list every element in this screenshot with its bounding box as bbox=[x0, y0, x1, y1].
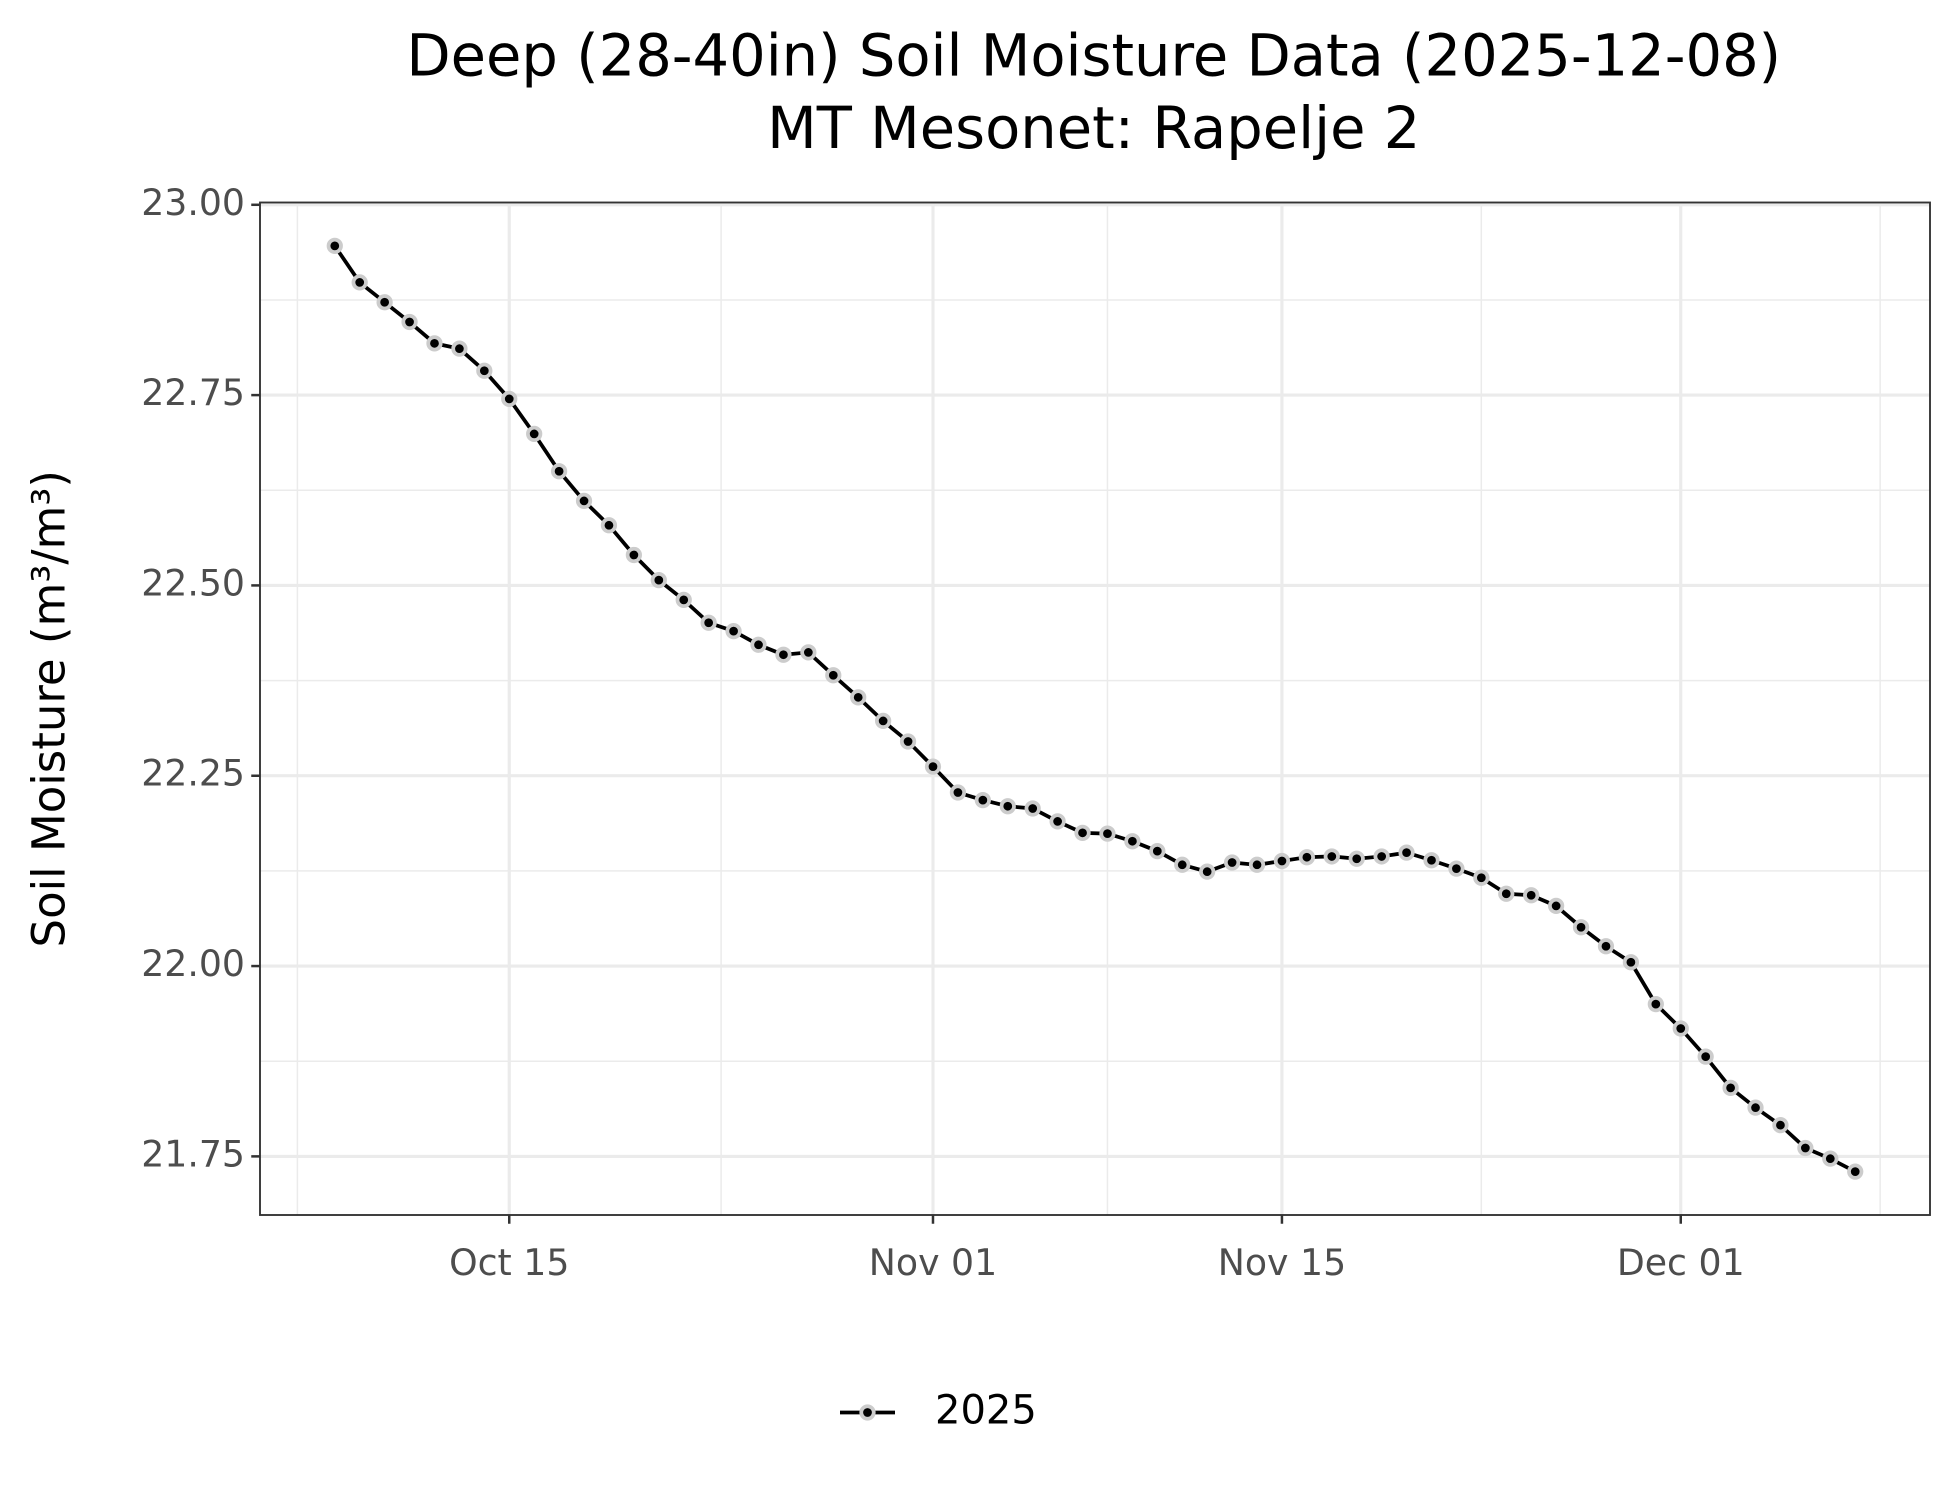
data-point bbox=[1024, 800, 1041, 817]
data-point bbox=[376, 294, 393, 311]
data-point bbox=[326, 237, 343, 255]
y-tick-label: 22.75 bbox=[141, 371, 245, 414]
data-point bbox=[575, 492, 593, 510]
data-point bbox=[1747, 1099, 1764, 1116]
data-point bbox=[1049, 813, 1066, 830]
data-point bbox=[1199, 863, 1216, 880]
data-point bbox=[999, 798, 1016, 815]
y-axis-label: Soil Moisture (m³/m³) bbox=[23, 470, 76, 947]
data-point bbox=[1547, 897, 1565, 915]
data-point bbox=[650, 571, 667, 589]
data-point bbox=[1298, 849, 1315, 866]
y-tick-label: 22.50 bbox=[141, 561, 245, 604]
legend-label: 2025 bbox=[935, 1388, 1037, 1434]
data-point bbox=[451, 340, 468, 357]
data-point bbox=[1772, 1117, 1789, 1134]
data-point bbox=[1448, 860, 1465, 877]
data-point bbox=[1223, 854, 1241, 871]
data-point bbox=[351, 274, 368, 291]
data-point bbox=[1572, 919, 1590, 936]
data-point bbox=[526, 425, 543, 443]
data-point bbox=[899, 733, 917, 750]
data-point bbox=[875, 712, 892, 730]
x-tick-label: Oct 15 bbox=[449, 1241, 569, 1284]
legend-marker bbox=[859, 1404, 876, 1421]
data-point bbox=[1248, 856, 1266, 873]
data-point bbox=[1597, 938, 1615, 955]
data-point bbox=[1498, 885, 1515, 902]
y-tick-label: 23.00 bbox=[141, 181, 245, 224]
data-point bbox=[1423, 852, 1440, 869]
x-tick-label: Nov 01 bbox=[869, 1241, 997, 1284]
data-point bbox=[1622, 954, 1640, 971]
data-point bbox=[1273, 852, 1291, 870]
data-point bbox=[800, 644, 817, 661]
data-point bbox=[725, 622, 742, 640]
data-point bbox=[775, 646, 792, 663]
data-point bbox=[1323, 848, 1340, 865]
data-point bbox=[501, 390, 518, 408]
data-point bbox=[1373, 848, 1390, 865]
data-point bbox=[1797, 1139, 1814, 1157]
y-tick-label: 21.75 bbox=[141, 1132, 245, 1175]
data-point bbox=[1822, 1150, 1839, 1167]
y-tick-label: 22.25 bbox=[141, 752, 245, 795]
data-point bbox=[1174, 856, 1191, 873]
data-point bbox=[1722, 1079, 1739, 1096]
data-point bbox=[1697, 1048, 1714, 1065]
chart-title: Deep (28-40in) Soil Moisture Data (2025-… bbox=[406, 23, 1781, 90]
data-point bbox=[550, 463, 568, 480]
data-point bbox=[949, 784, 967, 801]
data-point bbox=[1672, 1020, 1689, 1037]
data-point bbox=[825, 667, 842, 684]
data-point bbox=[401, 313, 418, 331]
data-point bbox=[1647, 996, 1664, 1013]
data-point bbox=[1124, 833, 1141, 850]
data-point bbox=[426, 335, 443, 352]
data-point bbox=[700, 614, 717, 631]
data-point bbox=[675, 591, 692, 609]
data-point bbox=[1847, 1163, 1864, 1180]
y-tick-label: 22.00 bbox=[141, 942, 245, 985]
data-point bbox=[1473, 869, 1490, 886]
chart-subtitle: MT Mesonet: Rapelje 2 bbox=[767, 95, 1420, 162]
data-point bbox=[750, 636, 767, 653]
panel-border bbox=[259, 201, 1931, 1216]
data-point bbox=[476, 362, 493, 379]
data-point bbox=[1398, 844, 1415, 861]
data-point bbox=[625, 546, 643, 564]
data-point bbox=[850, 689, 867, 706]
data-point bbox=[924, 758, 942, 775]
data-point bbox=[1074, 824, 1091, 841]
data-point bbox=[1523, 887, 1540, 904]
x-tick-label: Nov 15 bbox=[1218, 1241, 1346, 1284]
data-point bbox=[974, 791, 991, 809]
data-point bbox=[1149, 842, 1166, 860]
data-point bbox=[1099, 825, 1116, 842]
data-point bbox=[1348, 850, 1365, 867]
x-tick-label: Dec 01 bbox=[1617, 1241, 1745, 1284]
data-point bbox=[600, 517, 618, 534]
